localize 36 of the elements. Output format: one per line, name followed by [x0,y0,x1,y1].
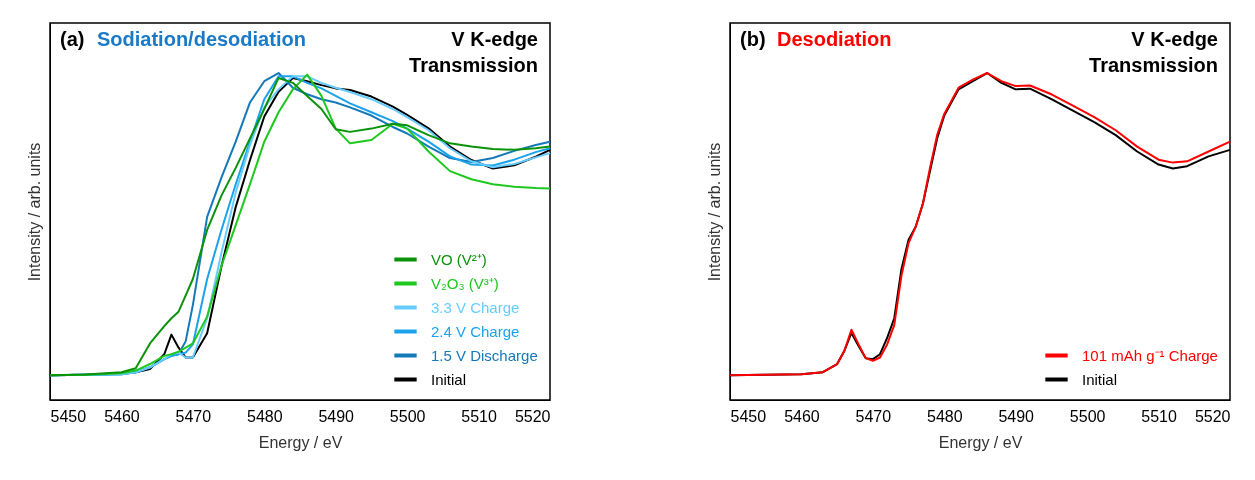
x-axis-title: Energy / eV [258,433,343,451]
x-tick-label: 5470 [175,407,212,425]
legend-label: 1.5 V Discharge [431,346,538,364]
x-tick-label: 5500 [1069,407,1106,425]
x-tick-label: 5510 [1141,407,1177,425]
legend-label: Initial [1082,370,1118,388]
x-tick-label: 5510 [461,407,497,425]
x-tick-label: 5490 [998,407,1035,425]
legend-label: VO (V²⁺) [431,250,487,268]
x-tick-label: 5470 [855,407,892,425]
x-tick-label: 5480 [246,407,283,425]
x-tick-label: 5450 [730,407,767,425]
x-tick-label: 5450 [50,407,87,425]
x-axis-title: Energy / eV [938,433,1023,451]
x-tick-label: 5460 [104,407,140,425]
legend-label: Initial [431,370,467,388]
legend-label: 101 mAh g⁻¹ Charge [1082,346,1218,364]
legend-label: V₂O₃ (V³⁺) [431,274,499,292]
y-axis-title: Intensity / arb. units [25,142,43,282]
x-tick-label: 5520 [1194,407,1231,425]
x-tick-label: 5460 [784,407,820,425]
legend-label: 3.3 V Charge [431,298,520,316]
x-tick-label: 5480 [926,407,963,425]
chart-title: Desodiation [777,28,892,50]
legend-label: 2.4 V Charge [431,322,520,340]
annotation: Transmission [409,54,538,76]
text: (b) [740,28,766,50]
text: V K-edge [1131,28,1218,50]
text: V K-edge [451,28,538,50]
text: (a) [60,28,85,50]
x-tick-label: 5520 [514,407,551,425]
chart-title: Sodiation/desodiation [97,28,306,50]
y-axis-title: Intensity / arb. units [705,142,723,282]
x-tick-label: 5490 [318,407,355,425]
annotation: Transmission [1089,54,1218,76]
x-tick-label: 5500 [389,407,426,425]
